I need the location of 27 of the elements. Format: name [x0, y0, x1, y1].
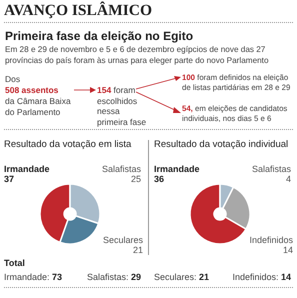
chart-title: Resultado da votação em lista [4, 139, 132, 150]
data-label: 21 [132, 245, 143, 255]
text: 154 foram escolhidos nessa primeira fase [97, 85, 148, 127]
text: 508 assentos [5, 85, 58, 96]
text: Em 28 e 29 de novembro e 5 e 6 de dezembro egípcios de nove das 27 províncias do país foram às urnas para eleger parte do novo Parlamento [5, 45, 270, 66]
text: Salafistas: 29 [86, 272, 141, 282]
text: Primeira fase da eleição no Egito [5, 29, 194, 43]
data-label: 25 [130, 174, 141, 184]
donut-slice [189, 183, 247, 245]
chart-title: Resultado da votação individual [154, 139, 288, 150]
data-label: 36 [154, 174, 166, 184]
slice-label: Salafistas [252, 164, 291, 174]
text: da Câmara Baixa do Parlamento [5, 96, 72, 117]
text: AVANÇO ISLÂMICO [4, 2, 152, 20]
text: Irmandade: 73 [4, 272, 62, 282]
data-label: 4 [284, 174, 291, 184]
slice-label: Seculares [102, 235, 143, 245]
text: Seculares: 21 [154, 272, 210, 282]
data-label: 14 [282, 245, 293, 255]
slice-label: Indefinidos [249, 235, 293, 245]
text: Total [4, 258, 25, 268]
slice-label: Salafistas [102, 164, 141, 174]
data-label: 37 [4, 174, 16, 184]
slice-label: Irmandade [4, 164, 50, 174]
slice-label: Irmandade [154, 164, 200, 174]
text: Dos [5, 74, 20, 84]
text: Indefinidos: 14 [232, 272, 291, 282]
